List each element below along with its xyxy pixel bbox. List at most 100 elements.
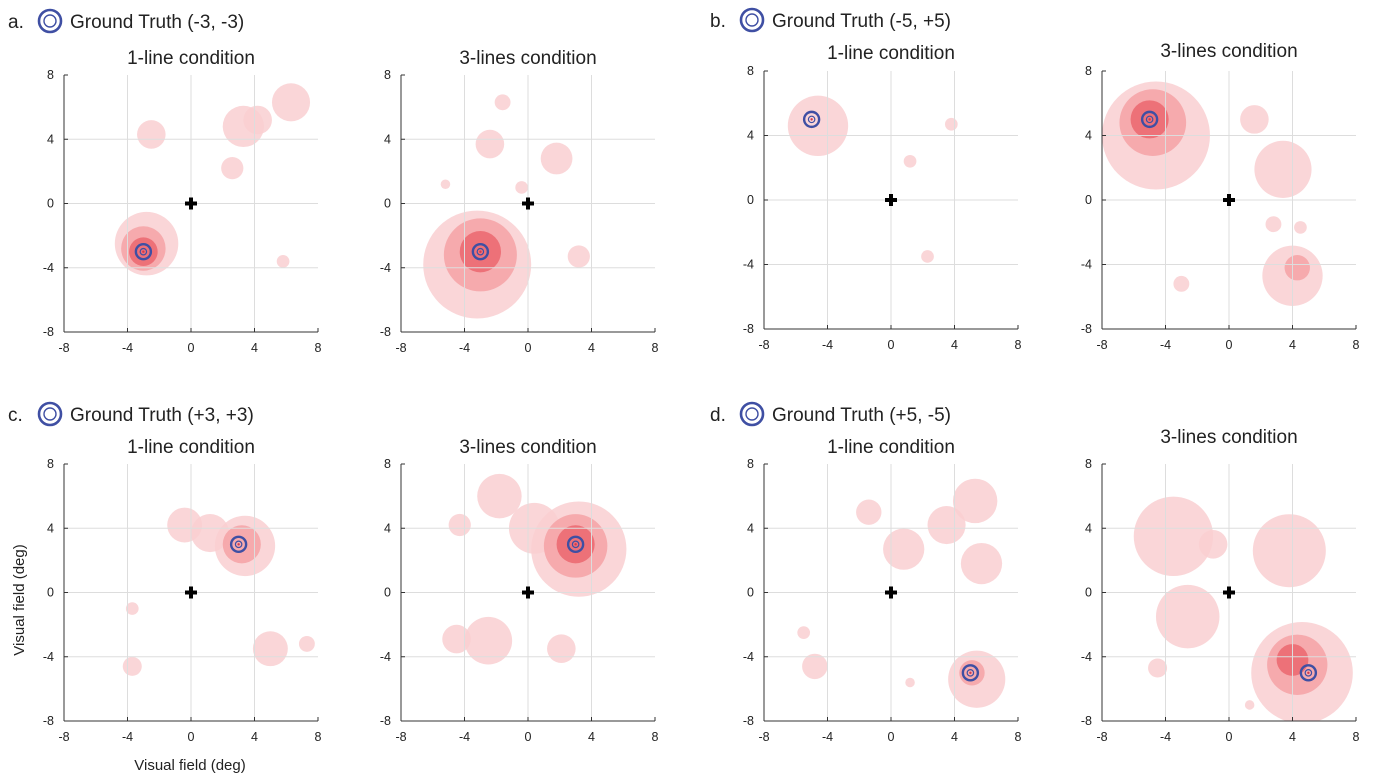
heatmap-blobs — [442, 473, 627, 665]
fixation-cross-icon — [522, 586, 534, 599]
y-tick-label: -4 — [380, 261, 391, 275]
ground-truth-inner-ring — [476, 247, 485, 256]
y-tick-label: -8 — [380, 714, 391, 728]
heat-blob — [515, 181, 529, 194]
y-tick-label: 8 — [384, 457, 391, 471]
y-tick-label: 4 — [747, 129, 754, 143]
ground-truth-marker — [229, 535, 248, 554]
heat-blob — [960, 542, 1003, 585]
y-tick-label: -4 — [743, 650, 754, 664]
x-tick-label: -8 — [395, 341, 406, 355]
x-tick-label: 8 — [315, 341, 322, 355]
ground-truth-inner-ring — [571, 540, 580, 549]
panel-4: -8 -4 0 4 8 8 4 0 -4 -8 3-lines condition — [1081, 41, 1360, 352]
x-tick-label: 4 — [588, 341, 595, 355]
y-tick-label: 0 — [47, 586, 54, 600]
ground-truth-marker — [802, 110, 821, 129]
ground-truth-dot — [969, 671, 972, 675]
heat-blob — [1244, 700, 1255, 710]
heat-blob — [276, 254, 290, 268]
x-tick-label: -8 — [58, 730, 69, 744]
y-tick-label: 8 — [1085, 64, 1092, 78]
ground-truth-dot — [1307, 671, 1310, 675]
x-tick-label: 8 — [1353, 730, 1360, 744]
heat-blob — [122, 656, 142, 676]
panel-header: Ground Truth (+3, +3) — [70, 405, 254, 426]
x-tick-label: 4 — [251, 341, 258, 355]
x-tick-label: 8 — [652, 341, 659, 355]
heat-blob — [1240, 105, 1269, 134]
x-tick-label: 0 — [1226, 730, 1233, 744]
y-tick-label: 4 — [747, 521, 754, 535]
heat-blob — [1198, 530, 1228, 559]
heat-blob — [540, 142, 573, 175]
panel-7: -8 -4 0 4 8 8 4 0 -4 -8 1-line condition d. Ground T… — [710, 401, 1022, 744]
heat-blob — [905, 677, 915, 688]
x-tick-label: -4 — [459, 730, 470, 744]
heat-blob — [547, 634, 576, 664]
panel-letter: d. — [710, 405, 726, 426]
panel-title: 1-line condition — [827, 43, 955, 64]
y-tick-label: 4 — [47, 132, 54, 146]
x-tick-label: 8 — [1015, 338, 1022, 352]
ground-truth-marker — [961, 664, 980, 682]
x-tick-label: -4 — [822, 730, 833, 744]
ground-truth-marker — [1140, 110, 1159, 129]
ground-truth-marker — [566, 535, 585, 554]
heat-blob — [442, 624, 471, 654]
y-tick-label: -4 — [1081, 258, 1092, 272]
panel-title: 3-lines condition — [1160, 41, 1297, 62]
ground-truth-dot — [1148, 118, 1151, 121]
x-tick-label: -8 — [395, 730, 406, 744]
heat-blob — [903, 154, 917, 168]
ground-truth-legend-inner-icon — [745, 13, 759, 27]
x-tick-label: 4 — [1289, 730, 1296, 744]
figure-ylabel: Visual field (deg) — [11, 544, 28, 655]
x-tick-label: -4 — [822, 338, 833, 352]
panel-title: 1-line condition — [827, 437, 955, 458]
heat-blob — [477, 473, 522, 519]
x-tick-label: -4 — [1160, 730, 1171, 744]
y-tick-label: -4 — [380, 650, 391, 664]
heat-blob — [448, 513, 471, 537]
panel-3: -8 -4 0 4 8 8 4 0 -4 -8 1-line condition b. Ground T… — [710, 7, 1022, 352]
panel-1: -8 -4 0 4 8 8 4 0 -4 -8 1-line condition a. Ground T… — [8, 8, 322, 355]
x-tick-label: 0 — [888, 338, 895, 352]
x-tick-label: 4 — [588, 730, 595, 744]
y-tick-label: -4 — [43, 650, 54, 664]
figure-xlabel: Visual field (deg) — [134, 757, 245, 774]
x-tick-label: -8 — [58, 341, 69, 355]
x-tick-label: 4 — [951, 730, 958, 744]
y-tick-label: 4 — [47, 521, 54, 535]
panel-title: 3-lines condition — [459, 437, 596, 458]
panel-2: -8 -4 0 4 8 8 4 0 -4 -8 3-lines condition — [380, 48, 659, 355]
heat-blob — [475, 129, 505, 159]
ground-truth-legend-inner-icon — [43, 14, 57, 28]
heat-blob — [221, 157, 244, 180]
fixation-cross-icon — [885, 586, 897, 599]
y-tick-label: -4 — [43, 261, 54, 275]
ground-truth-inner-ring — [234, 540, 243, 549]
fixation-cross-icon — [1223, 586, 1235, 599]
x-tick-label: 0 — [1226, 338, 1233, 352]
x-tick-label: -4 — [1160, 338, 1171, 352]
fixation-cross-icon — [885, 194, 897, 206]
heat-blob — [802, 653, 828, 680]
ground-truth-legend-icon — [739, 401, 765, 427]
heat-blob — [944, 117, 958, 131]
y-tick-label: -8 — [380, 325, 391, 339]
heat-blob — [440, 179, 451, 189]
heat-blob — [243, 105, 272, 135]
ground-truth-inner-ring — [139, 247, 148, 256]
heat-blob — [1133, 496, 1214, 576]
heat-blob — [1254, 140, 1312, 198]
x-tick-label: 0 — [188, 341, 195, 355]
x-tick-label: -8 — [1096, 730, 1107, 744]
heat-blob — [1173, 275, 1190, 292]
heat-blob — [567, 245, 590, 268]
y-tick-label: -8 — [1081, 322, 1092, 336]
fixation-cross-icon — [185, 197, 197, 210]
x-tick-label: 8 — [1353, 338, 1360, 352]
panel-letter: c. — [8, 405, 23, 426]
x-tick-label: 4 — [251, 730, 258, 744]
